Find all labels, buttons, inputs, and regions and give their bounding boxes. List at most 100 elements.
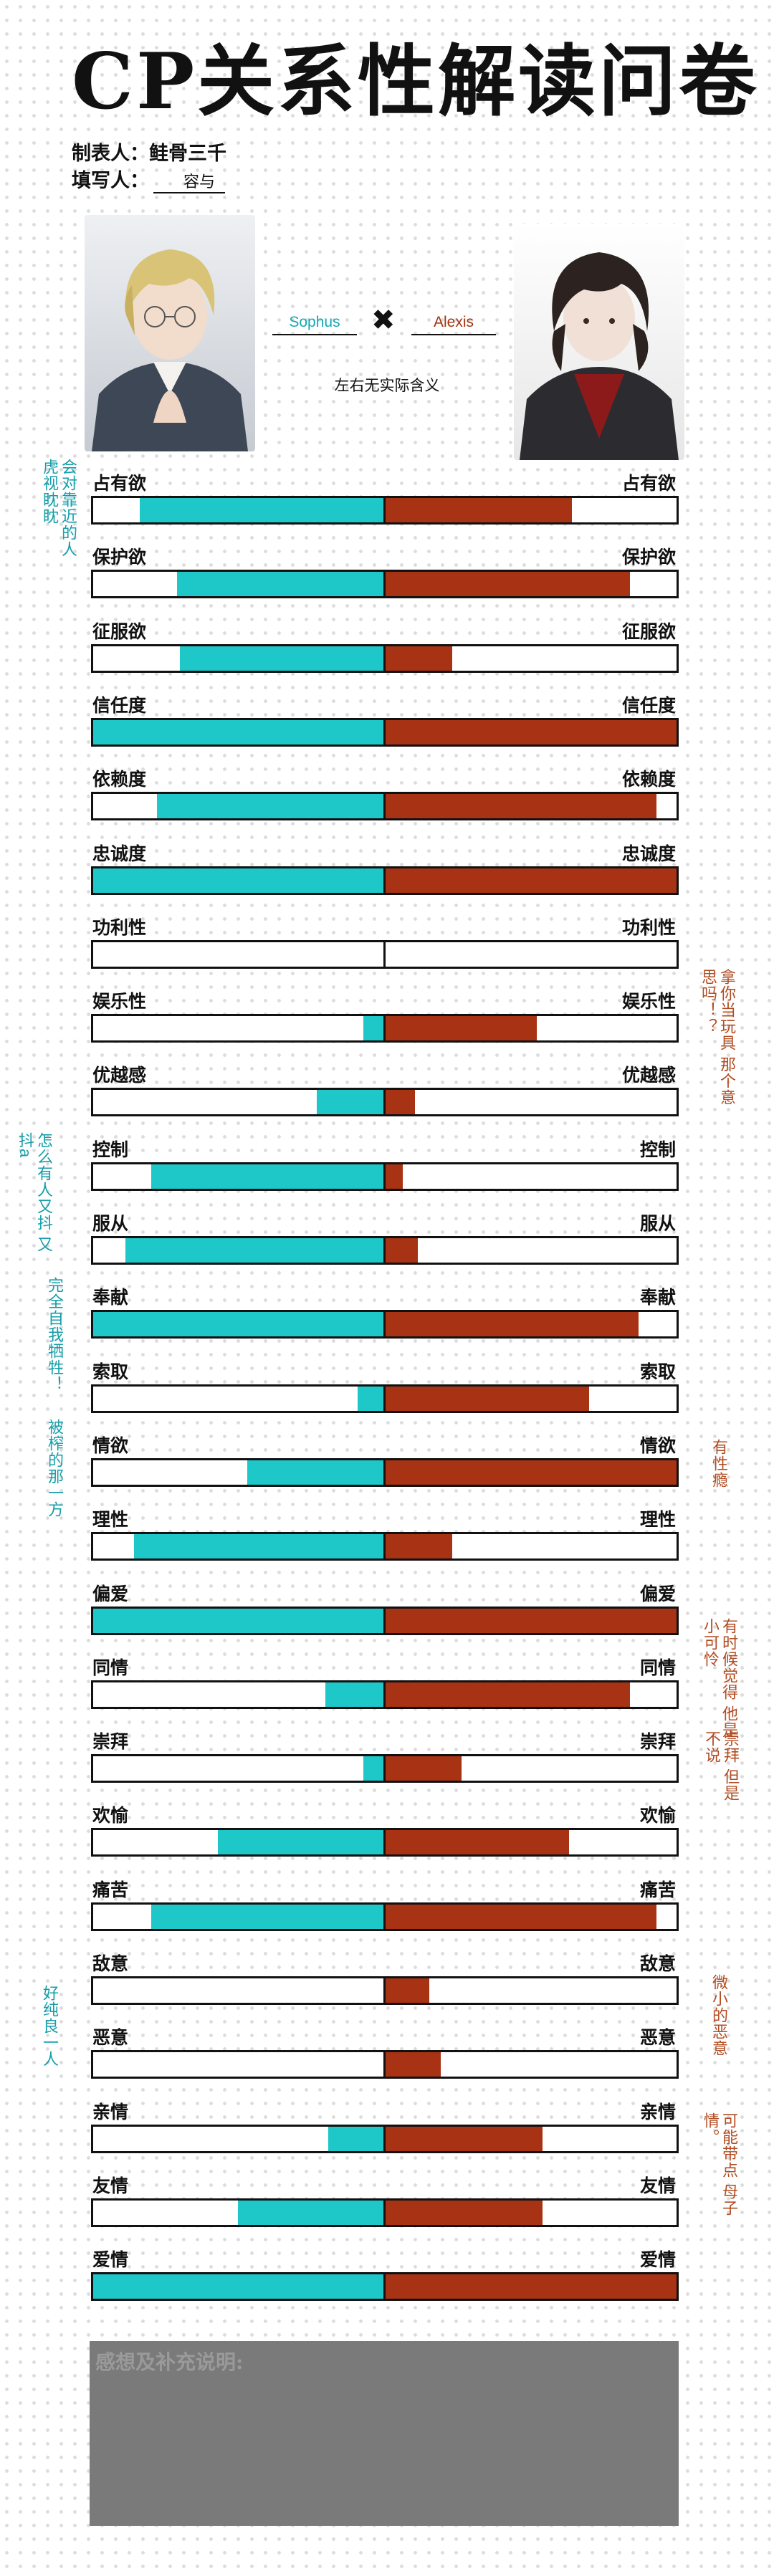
trait-bar[interactable] (91, 1754, 679, 1783)
trait-label-right: 奉献 (639, 1287, 676, 1308)
trait-bar[interactable] (91, 2050, 679, 2079)
trait-label-right: 忠诚度 (621, 843, 676, 864)
trait-bar[interactable] (91, 792, 679, 820)
right-fill (386, 1609, 677, 1633)
left-fill (157, 794, 383, 818)
maker-line: 制表人：鲑骨三千 (72, 143, 226, 165)
trait-row: 痛苦 痛苦 (90, 1880, 679, 1931)
note-left-devotion: 完全自我牺牲！ (46, 1277, 64, 1392)
trait-bar[interactable] (91, 1162, 679, 1191)
right-fill (386, 1090, 415, 1114)
trait-label-left: 恶意 (92, 2027, 129, 2048)
trait-label-right: 同情 (639, 1657, 676, 1678)
trait-label-right: 优越感 (621, 1065, 676, 1086)
trait-bar[interactable] (91, 644, 679, 673)
trait-label-left: 亲情 (92, 2102, 129, 2122)
trait-label-right: 痛苦 (639, 1880, 676, 1900)
trait-label-left: 情欲 (92, 1435, 129, 1456)
center-divider (383, 1090, 386, 1114)
trait-bar[interactable] (91, 2198, 679, 2227)
center-divider (383, 2127, 386, 2151)
trait-label-left: 奉献 (92, 1287, 129, 1308)
left-fill (247, 1460, 383, 1485)
filler-line: 填写人： 容与 (72, 165, 226, 193)
trait-label-right: 理性 (639, 1509, 676, 1530)
center-divider (383, 1387, 386, 1411)
trait-label-left: 控制 (92, 1139, 129, 1160)
trait-bar[interactable] (91, 1014, 679, 1043)
trait-bar[interactable] (91, 1310, 679, 1339)
right-fill (386, 1460, 677, 1485)
trait-row: 征服欲 征服欲 (90, 621, 679, 673)
trait-label-right: 欢愉 (639, 1805, 676, 1826)
comment-box[interactable]: 感想及补充说明: (90, 2341, 679, 2526)
trait-row: 同情 同情 (90, 1657, 679, 1709)
trait-bar[interactable] (91, 1088, 679, 1116)
center-divider (383, 2274, 386, 2299)
trait-row: 情欲 情欲 (90, 1435, 679, 1487)
trait-bar[interactable] (91, 1458, 679, 1487)
trait-bar[interactable] (91, 1607, 679, 1635)
trait-row: 恶意 恶意 (90, 2027, 679, 2079)
center-divider (383, 572, 386, 596)
note-right-sympathy: 有时候觉得 他是小可怜 (702, 1618, 738, 1739)
trait-label-left: 娱乐性 (92, 991, 147, 1012)
right-fill (386, 2127, 543, 2151)
trait-label-right: 功利性 (621, 917, 676, 938)
center-divider (383, 1756, 386, 1781)
right-fill (386, 1312, 639, 1336)
trait-bar[interactable] (91, 940, 679, 969)
trait-label-right: 爱情 (639, 2249, 676, 2270)
filler-name-field[interactable]: 容与 (153, 169, 226, 193)
right-fill (386, 2201, 543, 2225)
left-character-name[interactable]: Sophus (272, 314, 357, 335)
left-fill (363, 1016, 383, 1040)
trait-label-left: 偏爱 (92, 1584, 129, 1604)
filler-label: 填写人： (72, 170, 149, 192)
right-fill (386, 1016, 537, 1040)
left-fill (93, 1312, 383, 1336)
trait-row: 忠诚度 忠诚度 (90, 843, 679, 895)
left-fill (151, 1164, 383, 1189)
trait-label-right: 索取 (639, 1361, 676, 1382)
right-character-name[interactable]: Alexis (411, 314, 496, 335)
trait-row: 依赖度 依赖度 (90, 769, 679, 820)
trait-label-left: 征服欲 (92, 621, 147, 642)
trait-bar[interactable] (91, 1680, 679, 1709)
trait-row: 信任度 信任度 (90, 695, 679, 747)
trait-bar[interactable] (91, 1532, 679, 1561)
trait-label-left: 敌意 (92, 1953, 129, 1974)
note-right-entertainment: 拿你当玩具 那个意思吗！？ (699, 969, 736, 1106)
right-fill (386, 572, 630, 596)
left-fill (328, 2127, 383, 2151)
left-fill (325, 1682, 383, 1707)
left-fill (134, 1534, 383, 1558)
trait-row: 优越感 优越感 (90, 1065, 679, 1116)
trait-bar[interactable] (91, 2125, 679, 2153)
center-divider (383, 868, 386, 893)
note-left-kindness: 好纯良一人 (41, 1985, 59, 2067)
trait-bar[interactable] (91, 1976, 679, 2005)
center-divider (383, 1238, 386, 1263)
trait-bar[interactable] (91, 1828, 679, 1857)
left-fill (218, 1830, 383, 1854)
right-fill (386, 720, 677, 744)
trait-label-left: 欢愉 (92, 1805, 129, 1826)
left-fill (151, 1905, 383, 1929)
right-fill (386, 1682, 630, 1707)
trait-label-left: 服从 (92, 1213, 129, 1234)
trait-label-right: 控制 (639, 1139, 676, 1160)
trait-bar[interactable] (91, 1902, 679, 1931)
trait-bar[interactable] (91, 1236, 679, 1265)
note-left-taking: 被榨的那一方 (46, 1419, 64, 1518)
trait-bar[interactable] (91, 1384, 679, 1413)
trait-bar[interactable] (91, 718, 679, 747)
left-character-portrait (85, 215, 255, 451)
trait-bar[interactable] (91, 570, 679, 598)
trait-label-left: 占有欲 (92, 473, 147, 494)
trait-bar[interactable] (91, 496, 679, 525)
trait-row: 服从 服从 (90, 1213, 679, 1265)
trait-bar[interactable] (91, 2272, 679, 2301)
center-divider (383, 1460, 386, 1485)
trait-bar[interactable] (91, 866, 679, 895)
